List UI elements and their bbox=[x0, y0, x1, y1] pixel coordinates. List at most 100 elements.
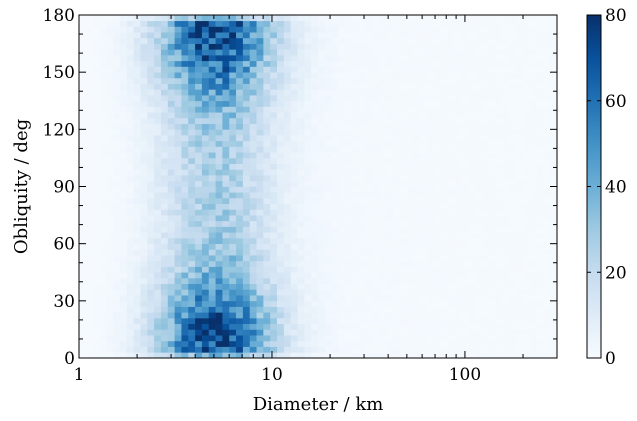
heatmap-cell bbox=[502, 249, 510, 256]
heatmap-cell bbox=[188, 55, 196, 62]
heatmap-cell bbox=[529, 340, 537, 347]
heatmap-cell bbox=[420, 335, 428, 342]
heatmap-cell bbox=[133, 340, 141, 347]
heatmap-cell bbox=[222, 203, 230, 210]
heatmap-cell bbox=[92, 157, 100, 164]
heatmap-cell bbox=[92, 215, 100, 222]
heatmap-cell bbox=[242, 152, 251, 159]
heatmap-cell bbox=[318, 266, 326, 273]
heatmap-cell bbox=[147, 277, 155, 285]
heatmap-cell bbox=[413, 169, 421, 176]
heatmap-cell bbox=[468, 95, 476, 102]
heatmap-cell bbox=[222, 255, 230, 262]
heatmap-cell bbox=[215, 255, 223, 262]
heatmap-cell bbox=[99, 117, 107, 124]
heatmap-cell bbox=[174, 146, 182, 153]
heatmap-cell bbox=[229, 83, 237, 90]
heatmap-cell bbox=[201, 295, 210, 302]
heatmap-cell bbox=[324, 215, 333, 222]
heatmap-cell bbox=[133, 226, 141, 233]
heatmap-cell bbox=[215, 197, 223, 204]
heatmap-cell bbox=[488, 215, 496, 222]
heatmap-cell bbox=[529, 72, 537, 79]
heatmap-cell bbox=[536, 163, 544, 170]
heatmap-cell bbox=[440, 60, 449, 67]
heatmap-cell bbox=[495, 152, 503, 159]
heatmap-cell bbox=[304, 249, 312, 256]
heatmap-cell bbox=[106, 192, 114, 199]
heatmap-cell bbox=[242, 32, 251, 39]
heatmap-cell bbox=[181, 317, 189, 325]
heatmap-cell bbox=[345, 117, 353, 124]
heatmap-cell bbox=[167, 295, 175, 302]
heatmap-cell bbox=[229, 329, 237, 336]
heatmap-cell bbox=[379, 255, 387, 262]
heatmap-cell bbox=[420, 152, 428, 159]
heatmap-cell bbox=[324, 32, 333, 39]
heatmap-cell bbox=[85, 306, 94, 313]
heatmap-cell bbox=[454, 277, 462, 285]
heatmap-cell bbox=[516, 277, 524, 285]
heatmap-cell bbox=[488, 232, 496, 239]
heatmap-cell bbox=[461, 237, 469, 245]
heatmap-cell bbox=[475, 123, 483, 130]
heatmap-cell bbox=[249, 146, 257, 153]
heatmap-cell bbox=[324, 117, 333, 124]
heatmap-cell bbox=[475, 352, 483, 359]
heatmap-cell bbox=[447, 55, 455, 62]
heatmap-cell bbox=[440, 66, 449, 73]
heatmap-cell bbox=[393, 260, 401, 267]
heatmap-cell bbox=[495, 346, 503, 353]
heatmap-cell bbox=[133, 260, 141, 267]
heatmap-cell bbox=[113, 117, 121, 124]
y-axis-label: Obliquity / deg bbox=[11, 119, 32, 254]
heatmap-cell bbox=[79, 20, 87, 27]
heatmap-cell bbox=[543, 32, 551, 39]
heatmap-cell bbox=[208, 175, 216, 182]
heatmap-cell bbox=[181, 100, 189, 107]
heatmap-cell bbox=[188, 323, 196, 330]
heatmap-cell bbox=[126, 49, 134, 56]
heatmap-cell bbox=[263, 226, 271, 233]
heatmap-cell bbox=[393, 197, 401, 204]
heatmap-cell bbox=[413, 232, 421, 239]
heatmap-cell bbox=[99, 335, 107, 342]
heatmap-cell bbox=[195, 175, 203, 182]
heatmap-cell bbox=[440, 100, 449, 107]
heatmap-cell bbox=[393, 317, 401, 325]
heatmap-cell bbox=[263, 106, 271, 113]
heatmap-cell bbox=[543, 306, 551, 313]
heatmap-cell bbox=[181, 340, 189, 347]
heatmap-cell bbox=[242, 272, 251, 279]
heatmap-cell bbox=[167, 146, 175, 153]
heatmap-cell bbox=[365, 72, 373, 79]
heatmap-cell bbox=[113, 175, 121, 182]
heatmap-cell bbox=[215, 295, 223, 302]
heatmap-cell bbox=[106, 32, 114, 39]
heatmap-cell bbox=[324, 26, 333, 33]
heatmap-cell bbox=[345, 209, 353, 216]
heatmap-cell bbox=[352, 289, 360, 296]
heatmap-cell bbox=[160, 186, 169, 193]
heatmap-cell bbox=[372, 192, 380, 199]
heatmap-cell bbox=[174, 346, 182, 353]
heatmap-cell bbox=[263, 317, 271, 325]
heatmap-cell bbox=[290, 300, 298, 307]
heatmap-cell bbox=[222, 26, 230, 33]
heatmap-cell bbox=[297, 260, 305, 267]
heatmap-cell bbox=[550, 295, 558, 302]
heatmap-cell bbox=[440, 37, 449, 44]
heatmap-cell bbox=[509, 272, 517, 279]
heatmap-cell bbox=[133, 37, 141, 44]
heatmap-cell bbox=[440, 220, 449, 227]
heatmap-cell bbox=[174, 340, 182, 347]
heatmap-cell bbox=[461, 312, 469, 319]
heatmap-cell bbox=[475, 163, 483, 170]
heatmap-cell bbox=[85, 89, 94, 96]
heatmap-cell bbox=[318, 112, 326, 119]
heatmap-cell bbox=[181, 346, 189, 353]
heatmap-cell bbox=[236, 226, 244, 233]
heatmap-cell bbox=[550, 112, 558, 119]
heatmap-cell bbox=[229, 89, 237, 96]
heatmap-cell bbox=[126, 55, 134, 62]
